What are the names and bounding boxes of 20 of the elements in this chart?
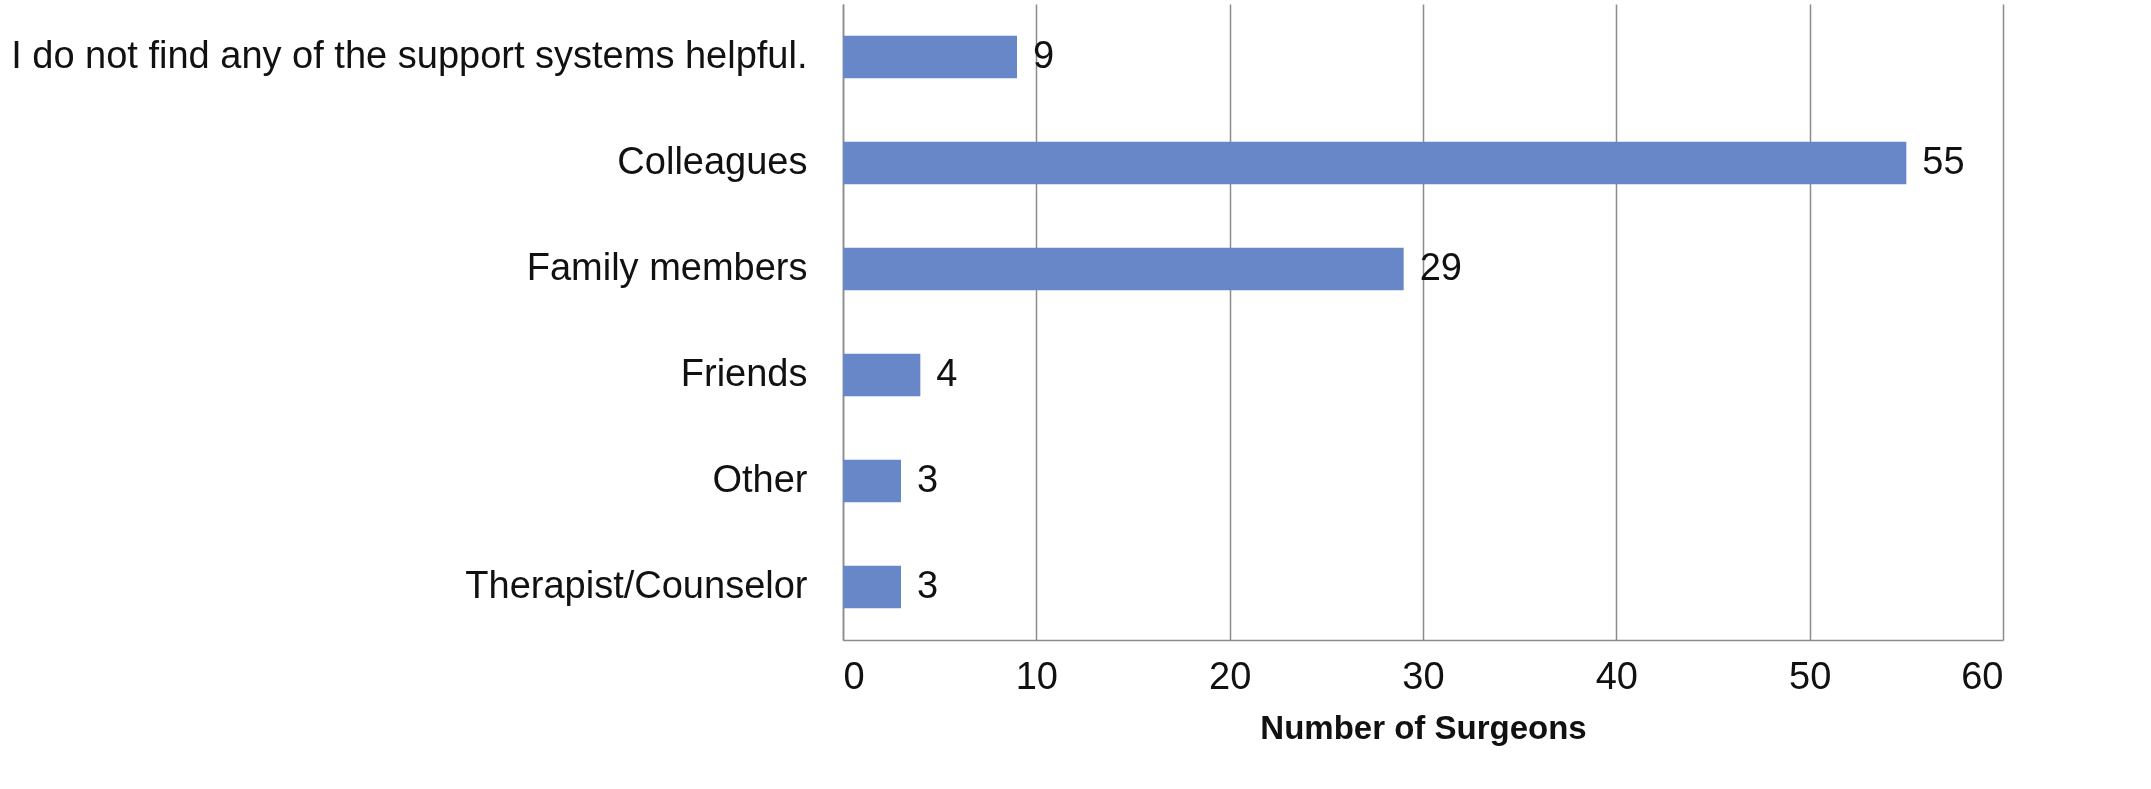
x-tick-label: 40: [1595, 654, 1638, 697]
y-tick-label: Family members: [526, 246, 808, 288]
x-tick-label: 0: [843, 654, 865, 697]
y-tick-label: Other: [712, 458, 808, 500]
data-label: 3: [917, 458, 939, 500]
x-tick-label: 50: [1789, 654, 1832, 697]
y-tick-label: I do not find any of the support systems helpful.: [11, 34, 808, 76]
x-axis-title: Number of Surgeons: [1260, 708, 1587, 746]
data-label: 9: [1033, 34, 1055, 76]
x-tick-label: 10: [1015, 654, 1058, 697]
x-tick-label: 20: [1209, 654, 1252, 697]
x-tick-label: 60: [1961, 654, 2004, 697]
data-label: 4: [936, 352, 958, 394]
y-tick-label: Therapist/Counselor: [465, 564, 808, 606]
y-tick-label: Colleagues: [617, 140, 808, 182]
data-label: 29: [1419, 246, 1462, 288]
data-label: 55: [1922, 140, 1965, 182]
y-tick-label: Friends: [680, 352, 808, 394]
data-label: 3: [917, 564, 939, 606]
x-tick-label: 30: [1402, 654, 1445, 697]
